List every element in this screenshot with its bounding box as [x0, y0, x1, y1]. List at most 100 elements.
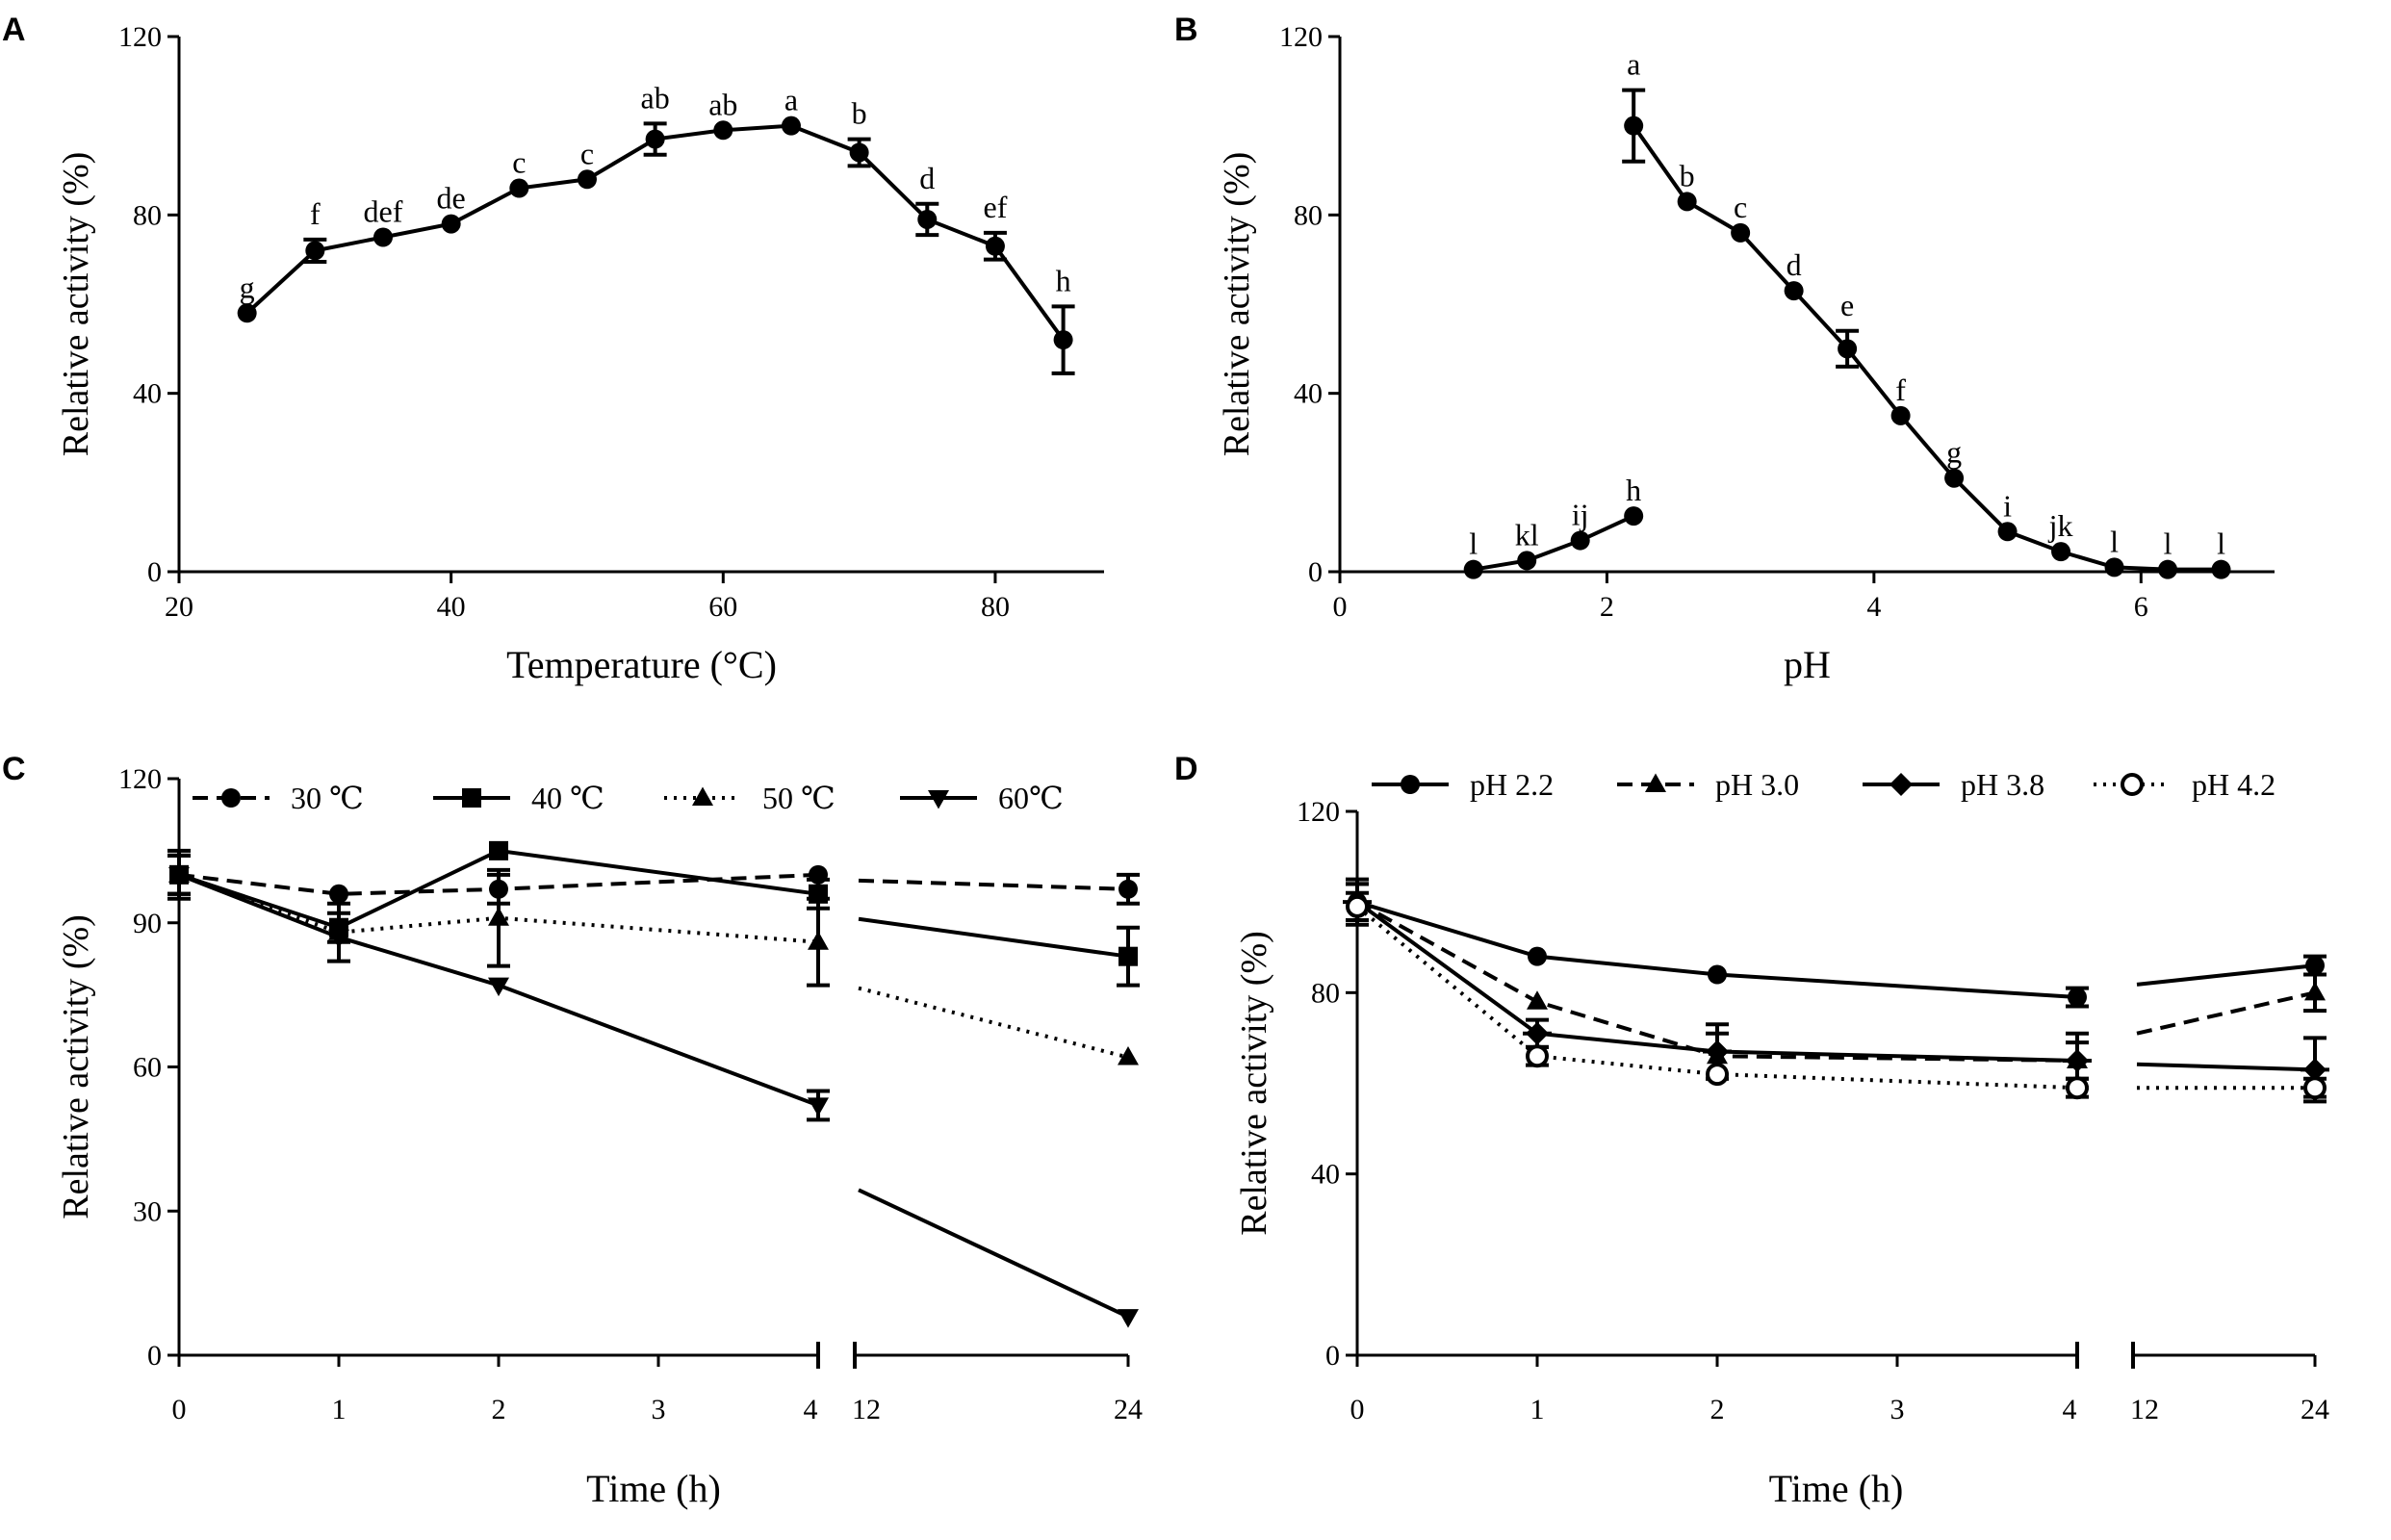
panel-d-legend-marker-ph-3-0: [1645, 773, 1666, 792]
panel-c-series-60-point: [328, 929, 349, 949]
panel-c-series-60-point: [1118, 1309, 1139, 1328]
panel-a-point: [849, 142, 869, 163]
panel-b-y-tick-label: 0: [1308, 556, 1323, 588]
panel-b-x-axis-title: pH: [1784, 643, 1831, 686]
panel-c-x-tick-label: 2: [492, 1394, 506, 1425]
panel-b-significance-label: kl: [1515, 517, 1539, 552]
panel-d-series-ph-4-2-line-left: [1355, 905, 2078, 1091]
panel-d-series-ph-4-2-point: [2303, 1076, 2327, 1100]
panel-a-x-tick-label: 80: [981, 591, 1010, 623]
panel-b-point: [1463, 559, 1483, 579]
panel-b-point: [1517, 551, 1537, 571]
panel-b-significance-label: d: [1787, 247, 1802, 282]
panel-b-y-tick-label: 40: [1294, 378, 1323, 410]
panel-c-y-tick-label: 60: [133, 1052, 162, 1084]
panel-d-y-axis-title: Relative activity (%): [1234, 931, 1274, 1236]
panel-b-point: [1944, 468, 1965, 488]
panel-letter-a: A: [2, 12, 26, 48]
panel-b-point: [1731, 222, 1751, 243]
panel-d-series-ph-3-0-point: [2304, 981, 2326, 1001]
panel-d-x-tick-label: 2: [1710, 1394, 1725, 1425]
panel-c-series-40-line-right: [858, 916, 1129, 959]
panel-a-point: [373, 227, 393, 247]
panel-a-point: [781, 116, 801, 136]
panel-d-legend-label-ph-2-2: pH 2.2: [1470, 767, 1554, 802]
panel-b-x-tick-label: 0: [1333, 591, 1348, 623]
panel-a-x-axis-title: Temperature (°C): [506, 643, 777, 686]
panel-c-series-40-point: [1118, 946, 1138, 966]
panel-c-legend: 30 ℃ 40 ℃ 50 ℃ 60℃: [193, 781, 1064, 815]
panel-b-significance-label: l: [2217, 526, 2225, 561]
panel-b-point: [2051, 542, 2071, 562]
panel-d-series-ph-3-8-point: [1703, 1040, 1732, 1064]
panel-letter-b: B: [1174, 12, 1198, 48]
panel-b-line-1: [1632, 124, 2222, 572]
panel-a-point: [305, 241, 325, 261]
panel-c-series-60-point: [488, 977, 509, 997]
panel-d-y-tick-label: 40: [1311, 1159, 1340, 1191]
panel-d-y-tick-label: 80: [1311, 977, 1340, 1009]
panel-b-significance-label: jk: [2048, 508, 2073, 543]
panel-b-significance-label: f: [1895, 372, 1906, 407]
panel-d-series-ph-3-0-line-right: [2136, 990, 2316, 1036]
panel-b-point: [1677, 192, 1697, 212]
panel-b-significance-label: g: [1946, 435, 1962, 470]
panel-c-series-30-point: [329, 884, 348, 904]
panel-d-series-ph-3-0-point: [1527, 990, 1548, 1010]
panel-c-series-60-point: [168, 866, 190, 886]
panel-c-legend-label-60: 60℃: [998, 781, 1064, 815]
panel-a-temperature-activity: 0 40 80 120 20 40 60 80 Temperature (°C) Relative…: [56, 21, 1104, 686]
panel-a-significance-label: h: [1056, 263, 1071, 297]
panel-c-legend-marker-50: [692, 786, 713, 806]
panel-d-series-ph-2-2-line-right: [2136, 963, 2316, 987]
panel-c-series-50-line-right: [858, 986, 1129, 1060]
panel-a-point: [985, 236, 1005, 256]
panel-d-series-ph-4-2-point: [2066, 1076, 2089, 1100]
panel-c-x-tick-label: 24: [1114, 1394, 1143, 1425]
panel-d-x-tick-label: 24: [2301, 1394, 2329, 1425]
panel-a-point: [713, 120, 733, 141]
panel-b-significance-label: b: [1680, 158, 1695, 192]
panel-c-x-tick-label: 3: [652, 1394, 666, 1425]
panel-b-point: [2158, 559, 2178, 579]
panel-b-significance-label: a: [1627, 47, 1640, 82]
panel-b-point: [1838, 339, 1858, 359]
panel-b-point: [1784, 281, 1804, 301]
panel-a-point: [509, 178, 529, 198]
panel-d-series-ph-2-2-point: [1528, 946, 1547, 966]
panel-c-x-tick-label: 12: [852, 1394, 881, 1425]
panel-a-x-tick-label: 20: [165, 591, 193, 623]
panel-d-series-ph-4-2-point: [1346, 894, 1369, 918]
panel-b-point: [1890, 405, 1911, 425]
panel-d-x-tick-label: 0: [1350, 1394, 1365, 1425]
panel-b-point: [2104, 557, 2124, 578]
panel-c-legend-marker-40: [462, 788, 481, 808]
panel-d-x-tick-label: 12: [2130, 1394, 2159, 1425]
panel-c-series-40-point: [489, 840, 508, 860]
panel-a-significance-label: ef: [984, 190, 1008, 224]
panel-a-point: [1053, 330, 1073, 350]
panel-b-point: [2211, 559, 2231, 579]
panel-b-point: [1570, 530, 1590, 551]
panel-a-y-tick-label: 80: [133, 199, 162, 231]
panel-c-x-tick-label: 4: [804, 1394, 818, 1425]
panel-a-significance-label: ab: [708, 87, 737, 121]
panel-d-legend-marker-ph-4-2: [2121, 773, 2144, 796]
panel-b-x-tick-label: 6: [2134, 591, 2148, 623]
panel-c-series-50-point: [1118, 1046, 1139, 1065]
panel-a-x-tick-label: 40: [437, 591, 466, 623]
panel-d-series-ph-3-8-point: [1523, 1021, 1552, 1045]
panel-a-significance-label: d: [919, 161, 935, 195]
panel-c-y-tick-label: 120: [118, 763, 162, 795]
panel-c-x-axis-title: Time (h): [586, 1467, 721, 1510]
panel-d-series-ph-4-2-point: [1526, 1044, 1549, 1068]
panel-b-x-tick-label: 2: [1600, 591, 1614, 623]
panel-a-y-tick-label: 120: [118, 21, 162, 53]
panel-a-point: [917, 209, 938, 229]
panel-a-significance-label: ab: [641, 80, 670, 115]
panel-c-y-tick-label: 30: [133, 1195, 162, 1227]
panel-c-series-50-point: [808, 931, 829, 950]
